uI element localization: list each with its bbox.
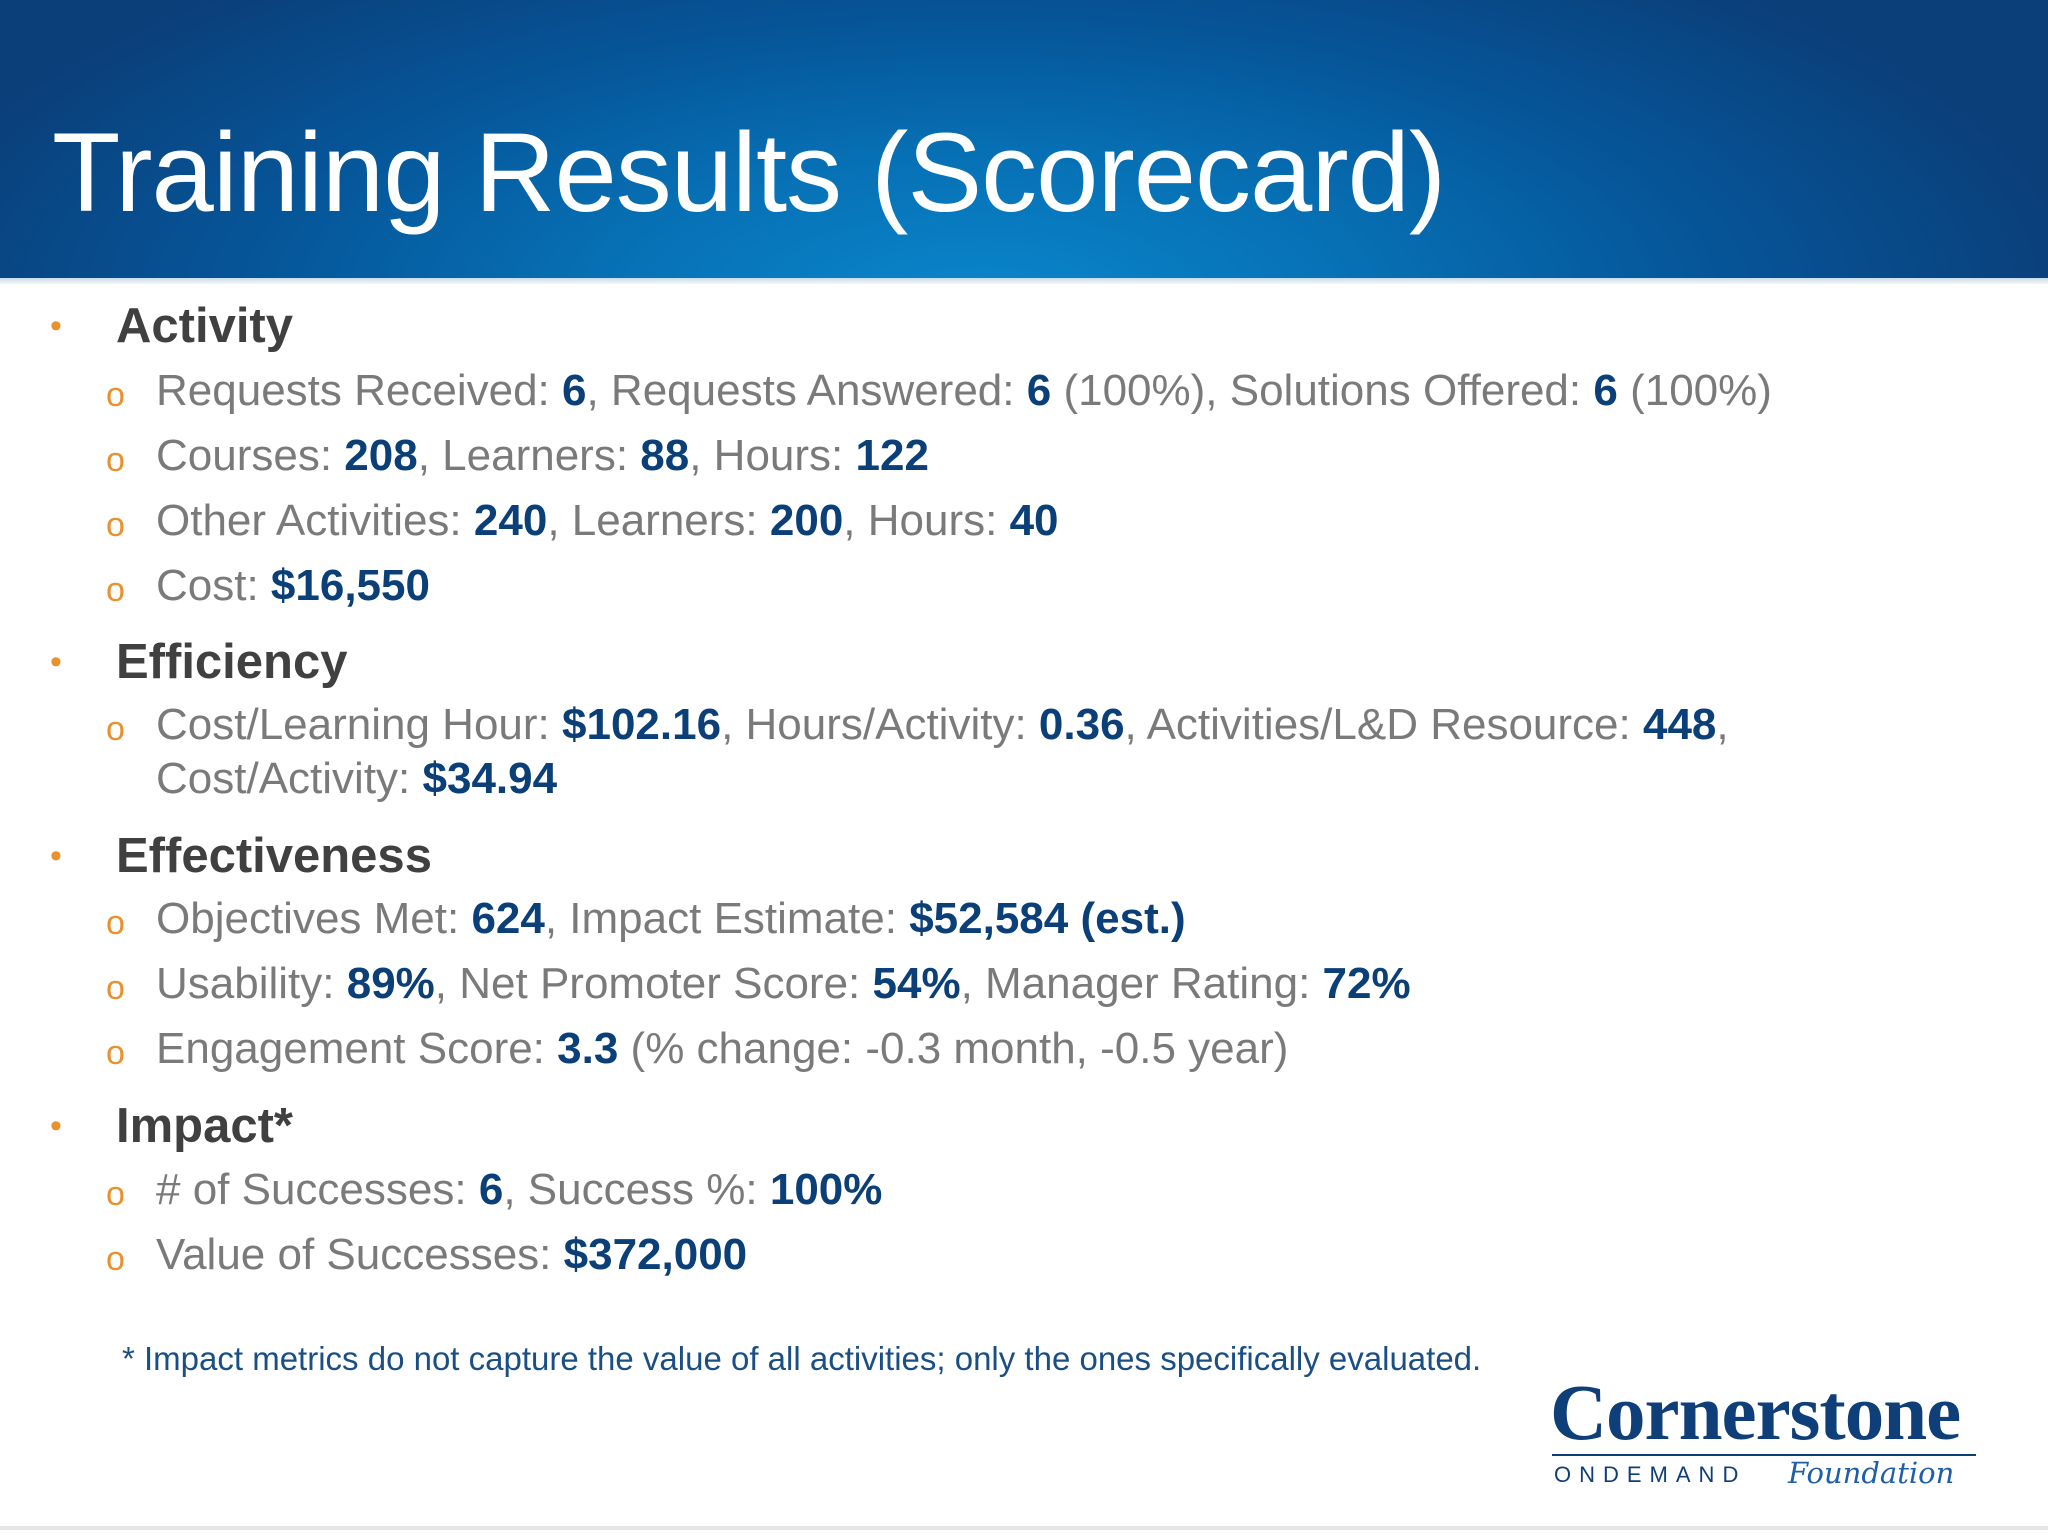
- metric-value: $52,584 (est.): [909, 894, 1186, 943]
- metric-text: Value of Successes: $372,000: [156, 1228, 747, 1282]
- sub-bullet: o: [106, 441, 125, 479]
- metric-text: Courses: 208, Learners: 88, Hours: 122: [156, 429, 929, 483]
- banner-divider: [0, 278, 2048, 284]
- section-heading-impact: Impact*: [116, 1099, 294, 1153]
- sub-bullet: o: [106, 506, 125, 544]
- section-bullet: •: [50, 307, 62, 345]
- metric-value: 100%: [769, 1165, 883, 1214]
- metric-value: 624: [471, 894, 545, 943]
- metric-value: 54%: [872, 959, 961, 1008]
- metric-label: Cost:: [156, 561, 271, 610]
- metric-label: , Impact Estimate:: [544, 894, 910, 943]
- section-bullet: •: [50, 643, 62, 681]
- sub-bullet: o: [106, 1175, 125, 1213]
- section-heading-activity: Activity: [116, 299, 294, 353]
- metric-label: Engagement Score:: [156, 1024, 558, 1073]
- cornerstone-logo: Cornerstone ONDEMAND Foundation: [1550, 1372, 1980, 1490]
- metric-value: $16,550: [270, 561, 430, 610]
- metric-label: ,: [1716, 700, 1729, 749]
- metric-value: 208: [344, 431, 418, 480]
- title-banner: [0, 0, 2048, 278]
- metric-label: , Requests Answered:: [586, 366, 1027, 415]
- metric-text: Requests Received: 6, Requests Answered:…: [156, 364, 1772, 418]
- metric-value: 6: [1593, 366, 1618, 415]
- metric-value: 89%: [346, 959, 435, 1008]
- metric-text: Cost/Learning Hour: $102.16, Hours/Activ…: [156, 698, 1729, 806]
- metric-text: Usability: 89%, Net Promoter Score: 54%,…: [156, 957, 1411, 1011]
- logo-wordmark: Cornerstone: [1550, 1370, 1961, 1457]
- bottom-divider: [0, 1526, 2048, 1530]
- sub-bullet: o: [106, 904, 125, 942]
- sub-bullet: o: [106, 710, 125, 748]
- metric-label: , Success %:: [503, 1165, 770, 1214]
- metric-label: , Learners:: [547, 496, 770, 545]
- metric-label: (100%): [1617, 366, 1772, 415]
- section-bullet: •: [50, 837, 62, 875]
- metric-label: , Hours:: [843, 496, 1010, 545]
- logo-ondemand: ONDEMAND: [1554, 1462, 1747, 1487]
- metric-text: Engagement Score: 3.3 (% change: -0.3 mo…: [156, 1022, 1288, 1076]
- metric-text: Cost: $16,550: [156, 559, 430, 613]
- sub-bullet: o: [106, 376, 125, 414]
- metric-label: Cost/Activity:: [156, 754, 423, 803]
- metric-label: Cost/Learning Hour:: [156, 700, 562, 749]
- metric-value: 240: [473, 496, 548, 545]
- sub-bullet: o: [106, 571, 125, 609]
- metric-label: , Net Promoter Score:: [434, 959, 873, 1008]
- impact-footnote: * Impact metrics do not capture the valu…: [122, 1340, 1482, 1377]
- metric-label: Objectives Met:: [156, 894, 472, 943]
- metric-label: , Manager Rating:: [960, 959, 1323, 1008]
- metric-label: Value of Successes:: [156, 1230, 564, 1279]
- metric-value: 122: [855, 431, 929, 480]
- metric-value: $372,000: [563, 1230, 748, 1279]
- metric-label: Courses:: [156, 431, 345, 480]
- metric-label: Other Activities:: [156, 496, 474, 545]
- section-bullet: •: [50, 1107, 62, 1145]
- slide-title: Training Results (Scorecard): [52, 110, 1446, 235]
- section-heading-efficiency: Efficiency: [116, 635, 348, 689]
- metric-value: 0.36: [1038, 700, 1125, 749]
- sub-bullet: o: [106, 969, 125, 1007]
- section-heading-effectiveness: Effectiveness: [116, 829, 432, 883]
- metric-value: 88: [640, 431, 690, 480]
- metric-label: Usability:: [156, 959, 347, 1008]
- metric-value: $34.94: [422, 754, 558, 803]
- metric-value: 6: [478, 1165, 504, 1214]
- metric-value: 200: [769, 496, 844, 545]
- metric-text: Other Activities: 240, Learners: 200, Ho…: [156, 494, 1059, 548]
- logo-foundation: Foundation: [1788, 1456, 1955, 1490]
- metric-label: # of Successes:: [156, 1165, 479, 1214]
- metric-label: , Activities/L&D Resource:: [1124, 700, 1643, 749]
- metric-label: , Hours/Activity:: [721, 700, 1039, 749]
- metric-value: $102.16: [562, 700, 722, 749]
- metric-label: , Learners:: [417, 431, 641, 480]
- sub-bullet: o: [106, 1240, 125, 1278]
- metric-label: (100%), Solutions Offered:: [1051, 366, 1594, 415]
- metric-label: , Hours:: [689, 431, 856, 480]
- metric-text: Objectives Met: 624, Impact Estimate: $5…: [156, 892, 1186, 946]
- metric-text: # of Successes: 6, Success %: 100%: [156, 1163, 882, 1217]
- sub-bullet: o: [106, 1034, 125, 1072]
- metric-value: 6: [562, 366, 587, 415]
- metric-value: 6: [1026, 366, 1052, 415]
- metric-label: Requests Received:: [156, 366, 562, 415]
- metric-label: (% change: -0.3 month, -0.5 year): [618, 1024, 1289, 1073]
- metric-value: 3.3: [557, 1024, 619, 1073]
- metric-value: 448: [1642, 700, 1717, 749]
- metric-value: 72%: [1322, 959, 1411, 1008]
- metric-value: 40: [1009, 496, 1059, 545]
- logo-rule: [1552, 1454, 1976, 1456]
